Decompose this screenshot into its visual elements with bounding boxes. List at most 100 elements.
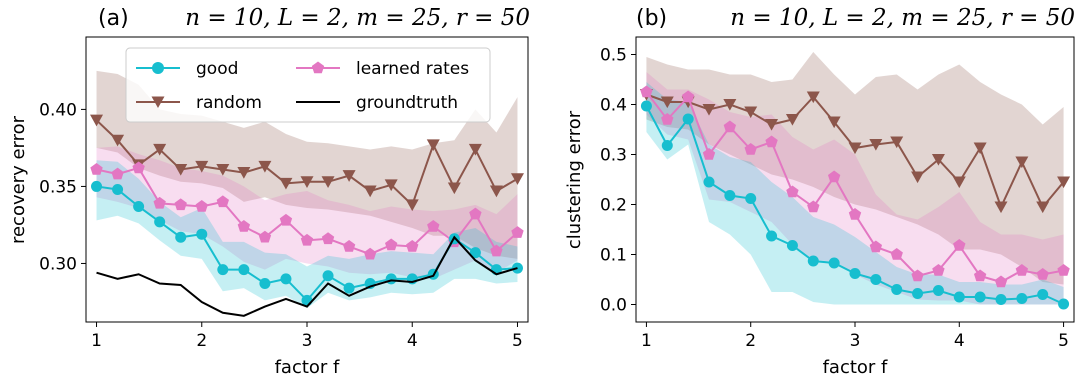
point-random — [890, 136, 904, 149]
point-good — [891, 284, 903, 295]
legend-learned-label: learned rates — [356, 59, 469, 79]
point-good — [661, 140, 673, 151]
point-good — [217, 264, 229, 276]
point-good — [912, 288, 924, 299]
point-learned — [702, 148, 716, 160]
point-learned — [427, 219, 440, 232]
point-random — [447, 182, 461, 195]
point-learned — [321, 232, 335, 245]
point-random — [785, 113, 799, 126]
point-learned — [765, 135, 778, 148]
point-good — [1037, 289, 1049, 300]
point-good — [280, 273, 292, 285]
panel-a-axes: 1 2 3 4 5 0.30 0.35 0.40 — [39, 36, 529, 351]
point-learned — [786, 185, 799, 198]
point-random — [931, 153, 945, 166]
band-good — [96, 160, 518, 309]
y-tick-label: 0.30 — [39, 254, 77, 274]
y-tick-label: 0.0 — [600, 296, 627, 316]
point-random — [744, 106, 758, 119]
point-learned — [681, 90, 695, 103]
point-good — [870, 274, 882, 285]
panel-b-tag: (b) — [636, 6, 667, 31]
point-learned — [132, 161, 145, 174]
point-random — [1015, 156, 1029, 169]
point-learned — [174, 198, 187, 211]
y-tick-label: 0.2 — [600, 196, 627, 216]
point-learned — [890, 248, 903, 260]
point-learned — [973, 269, 987, 282]
point-good — [745, 193, 757, 204]
point-random — [321, 176, 335, 188]
point-learned — [469, 207, 482, 220]
line-gt — [96, 235, 518, 317]
point-learned — [258, 230, 272, 243]
point-learned — [153, 196, 166, 209]
legend-random-label: random — [196, 93, 262, 113]
legend-good-label: good — [196, 59, 238, 79]
panel-b-xlabel: factor f — [823, 357, 888, 378]
point-random — [1036, 201, 1050, 214]
x-tick-label: 2 — [745, 331, 756, 351]
point-random — [869, 138, 883, 151]
point-good — [953, 291, 965, 303]
point-good — [133, 200, 145, 212]
point-random — [363, 185, 377, 198]
point-learned — [807, 200, 820, 213]
point-random — [723, 98, 737, 111]
point-random — [765, 118, 779, 131]
point-random — [806, 91, 820, 104]
point-learned — [300, 233, 314, 246]
point-learned — [1036, 268, 1049, 280]
band-good — [646, 82, 1064, 305]
y-tick-label: 0.5 — [600, 46, 627, 66]
legend-gt-label: groundtruth — [356, 93, 458, 113]
point-learned — [406, 240, 419, 252]
point-random — [973, 142, 987, 155]
point-random — [174, 163, 188, 176]
point-learned — [932, 264, 945, 276]
point-random — [300, 176, 314, 188]
point-good — [807, 255, 819, 267]
point-learned — [90, 162, 103, 175]
point-random — [952, 176, 966, 189]
point-learned — [1015, 264, 1029, 276]
point-learned — [953, 239, 966, 251]
point-good — [1016, 293, 1028, 304]
point-learned — [195, 199, 208, 212]
panel-a-ylabel: recovery error — [8, 115, 29, 244]
point-good — [469, 247, 481, 259]
point-random — [279, 177, 293, 190]
point-learned — [111, 167, 124, 180]
panel-a-legend: good learned rates random groundtruth — [125, 47, 491, 123]
point-good — [322, 270, 334, 282]
point-good — [682, 113, 694, 125]
panel-b-ylabel: clustering error — [564, 110, 585, 249]
panel-a-lines — [90, 114, 524, 317]
point-learned — [827, 170, 841, 183]
y-tick-label: 0.3 — [600, 146, 627, 166]
point-random — [153, 143, 167, 156]
panel-a: (a) n = 10, L = 2, m = 25, r = 50 1 2 3 4 5 0… — [8, 5, 530, 378]
point-good — [91, 180, 103, 192]
panel-a-title: n = 10, L = 2, m = 25, r = 50 — [185, 5, 530, 31]
point-random — [1057, 176, 1071, 189]
point-random — [702, 103, 716, 116]
y-tick-label: 0.35 — [39, 177, 77, 197]
point-learned — [279, 213, 293, 226]
y-tick-label: 0.4 — [600, 96, 627, 116]
legend-learned-marker — [311, 61, 325, 74]
point-random — [848, 142, 862, 155]
point-good — [786, 240, 798, 251]
x-tick-label: 5 — [512, 331, 523, 351]
point-good — [849, 268, 861, 279]
point-learned — [744, 143, 757, 155]
point-good — [703, 176, 715, 188]
point-good — [238, 264, 250, 276]
point-random — [237, 167, 251, 179]
legend-good-marker — [152, 62, 164, 74]
point-good — [196, 228, 208, 240]
panel-a-tag: (a) — [98, 6, 129, 31]
point-learned — [237, 219, 251, 232]
point-learned — [363, 247, 377, 260]
